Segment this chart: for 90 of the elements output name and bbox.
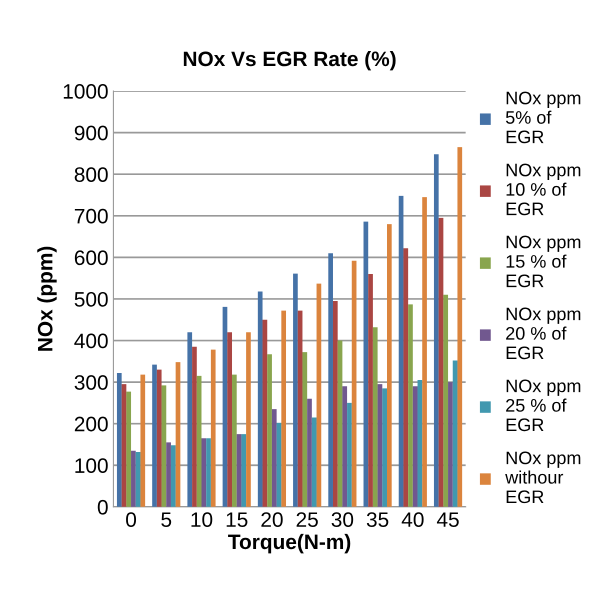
- bar: [267, 354, 272, 507]
- bar: [166, 442, 171, 507]
- bar: [342, 386, 348, 507]
- bar: [412, 386, 418, 507]
- bar: [162, 385, 166, 507]
- bar: [276, 422, 282, 507]
- bar: [302, 352, 308, 507]
- y-tick-label: 800: [74, 167, 108, 182]
- x-tick-label: 30: [332, 512, 354, 528]
- x-axis-title: Torque(N-m): [228, 534, 350, 554]
- x-tick-label: 25: [296, 512, 318, 528]
- bar: [378, 384, 382, 507]
- bar: [372, 327, 378, 507]
- bar: [232, 374, 237, 507]
- bar: [262, 320, 268, 507]
- bar: [298, 310, 302, 507]
- x-tick-label: 0: [126, 512, 136, 528]
- bar: [272, 409, 277, 507]
- x-tick-label: 20: [261, 512, 283, 528]
- legend-label: NOx ppm withour EGR: [505, 452, 580, 504]
- bar: [422, 197, 427, 507]
- x-tick-label: 15: [226, 512, 248, 528]
- y-tick-label: 300: [74, 375, 108, 390]
- bar: [196, 376, 202, 507]
- bar: [293, 274, 298, 507]
- bar: [258, 291, 263, 507]
- x-tick-label: 40: [402, 512, 424, 528]
- bar: [206, 438, 211, 507]
- bar: [364, 222, 368, 507]
- x-tick-label: 10: [191, 512, 212, 528]
- bar: [176, 362, 180, 507]
- y-tick-label: 100: [75, 458, 108, 474]
- chart-title: NOx Vs EGR Rate (%): [184, 50, 396, 70]
- bar: [328, 253, 333, 507]
- bar: [170, 445, 176, 507]
- bar: [192, 346, 197, 507]
- legend-label: NOx ppm 20 % of EGR: [506, 308, 580, 360]
- bar: [452, 360, 458, 507]
- bar: [386, 224, 392, 507]
- bar: [434, 154, 439, 507]
- bar: [126, 392, 132, 507]
- legend-label: NOx ppm 5% of EGR: [506, 92, 580, 144]
- bar: [136, 452, 140, 507]
- bar: [281, 310, 286, 507]
- bar: [398, 196, 404, 507]
- bar: [418, 380, 422, 507]
- y-tick-label: 900: [74, 126, 108, 140]
- x-tick-label: 5: [161, 512, 172, 528]
- y-tick-label: 700: [74, 208, 108, 224]
- bar: [448, 382, 453, 507]
- bar: [312, 417, 317, 507]
- legend-label: NOx ppm 10 % of EGR: [506, 164, 580, 216]
- y-tick-label: 500: [74, 292, 108, 307]
- bar: [438, 218, 444, 507]
- bar: [408, 304, 413, 507]
- bar: [187, 332, 192, 507]
- bar: [210, 350, 216, 507]
- bar: [368, 274, 373, 507]
- bar: [201, 438, 206, 507]
- bar: [352, 260, 356, 507]
- bar: [140, 374, 146, 507]
- bar: [222, 306, 228, 507]
- bar: [338, 340, 342, 507]
- y-tick-label: 1000: [64, 84, 108, 99]
- bar: [332, 301, 338, 507]
- legend-label: NOx ppm 25 % of EGR: [506, 380, 580, 432]
- bar: [122, 384, 126, 507]
- y-tick-label: 600: [74, 250, 108, 266]
- bar: [382, 388, 387, 507]
- bar: [316, 284, 322, 507]
- x-tick-label: 45: [436, 512, 459, 528]
- bar: [347, 402, 352, 507]
- bar: [457, 147, 462, 507]
- x-tick-label: 35: [366, 512, 388, 528]
- bar: [152, 364, 157, 507]
- bar: [246, 332, 251, 507]
- legend-label: NOx ppm 15 % of EGR: [506, 236, 580, 288]
- bar: [116, 372, 122, 507]
- bar: [443, 294, 448, 507]
- y-axis-title: NOx (ppm): [37, 246, 57, 351]
- bar: [241, 434, 246, 507]
- y-tick-label: 200: [74, 416, 108, 432]
- bar: [131, 450, 136, 507]
- y-tick-label: 400: [74, 334, 108, 348]
- bar: [307, 398, 312, 507]
- bar: [403, 248, 408, 507]
- bar: [236, 434, 242, 507]
- y-tick-label: 0: [98, 500, 108, 515]
- bar: [156, 370, 162, 507]
- bar: [227, 332, 232, 507]
